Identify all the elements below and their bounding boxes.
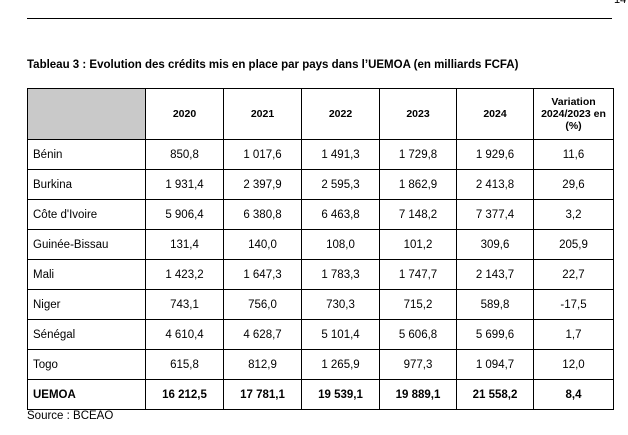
cell: 1 862,9	[379, 169, 457, 200]
cell: 140,0	[223, 229, 302, 260]
row-label: Guinée-Bissau	[27, 229, 146, 260]
row-label: Sénégal	[27, 319, 146, 350]
cell: 743,1	[145, 289, 224, 320]
cell: 1,7	[533, 319, 614, 350]
cell: 1 783,3	[301, 259, 380, 290]
cell: 5 101,4	[301, 319, 380, 350]
cell: 1 929,6	[456, 139, 534, 170]
row-label: Togo	[27, 349, 146, 380]
cell: 977,3	[379, 349, 457, 380]
cell: 1 017,6	[223, 139, 302, 170]
cell: 1 931,4	[145, 169, 224, 200]
cell: 589,8	[456, 289, 534, 320]
cell: 2 397,9	[223, 169, 302, 200]
data-row: Mali 1 423,2 1 647,3 1 783,3 1 747,7 2 143,7 2…	[27, 259, 614, 290]
cell: 131,4	[145, 229, 224, 260]
data-row: Bénin 850,8 1 017,6 1 491,3 1 729,8 1 929,6 11…	[27, 139, 614, 170]
cell: 2 413,8	[456, 169, 534, 200]
cell: 6 463,8	[301, 199, 380, 230]
cell: 19 539,1	[301, 379, 380, 410]
table-title: Tableau 3 : Evolution des crédits mis en…	[27, 59, 519, 71]
cell: 615,8	[145, 349, 224, 380]
row-label: Niger	[27, 289, 146, 320]
cell: 812,9	[223, 349, 302, 380]
data-row: Sénégal 4 610,4 4 628,7 5 101,4 5 606,8 5 699…	[27, 319, 614, 350]
data-row: Burkina 1 931,4 2 397,9 2 595,3 1 862,9 2 413…	[27, 169, 614, 200]
cell: 5 699,6	[456, 319, 534, 350]
row-label: UEMOA	[27, 379, 146, 410]
cell: 1 265,9	[301, 349, 380, 380]
cell: 11,6	[533, 139, 614, 170]
cell: 2 595,3	[301, 169, 380, 200]
cell: 6 380,8	[223, 199, 302, 230]
cell: 101,2	[379, 229, 457, 260]
cell: 7 377,4	[456, 199, 534, 230]
cell: 22,7	[533, 259, 614, 290]
cell: 309,6	[456, 229, 534, 260]
total-row: UEMOA 16 212,5 17 781,1 19 539,1 19 889,1 21 …	[27, 379, 614, 410]
cell: 1 729,8	[379, 139, 457, 170]
cell: 17 781,1	[223, 379, 302, 410]
cell: 16 212,5	[145, 379, 224, 410]
header-cell: Variation 2024/2023 en (%)	[533, 88, 614, 140]
cell: -17,5	[533, 289, 614, 320]
cell: 4 628,7	[223, 319, 302, 350]
cell: 3,2	[533, 199, 614, 230]
cell: 12,0	[533, 349, 614, 380]
header-cell: 2023	[379, 88, 457, 140]
cell: 1 491,3	[301, 139, 380, 170]
data-table: 2020 2021 2022 2023 2024 Variation 2024/2023 …	[27, 88, 614, 410]
cell: 1 094,7	[456, 349, 534, 380]
cell: 850,8	[145, 139, 224, 170]
cell: 8,4	[533, 379, 614, 410]
cell: 730,3	[301, 289, 380, 320]
data-row: Togo 615,8 812,9 1 265,9 977,3 1 094,7 12,0	[27, 349, 614, 380]
cell: 4 610,4	[145, 319, 224, 350]
cell: 2 143,7	[456, 259, 534, 290]
header-row: 2020 2021 2022 2023 2024 Variation 2024/2023 …	[27, 88, 614, 140]
cell: 756,0	[223, 289, 302, 320]
cell: 1 647,3	[223, 259, 302, 290]
cell: 7 148,2	[379, 199, 457, 230]
cell: 29,6	[533, 169, 614, 200]
data-row: Côte d'Ivoire 5 906,4 6 380,8 6 463,8 7 148,…	[27, 199, 614, 230]
cell: 715,2	[379, 289, 457, 320]
header-cell: 2024	[456, 88, 534, 140]
row-label: Mali	[27, 259, 146, 290]
source-note: Source : BCEAO	[27, 410, 114, 422]
cell: 1 423,2	[145, 259, 224, 290]
cell: 1 747,7	[379, 259, 457, 290]
cell: 108,0	[301, 229, 380, 260]
data-row: Niger 743,1 756,0 730,3 715,2 589,8 -17,5	[27, 289, 614, 320]
header-cell: 2022	[301, 88, 380, 140]
corner-cell	[27, 88, 146, 140]
header-rule	[27, 18, 612, 19]
header-cell: 2021	[223, 88, 302, 140]
cell: 5 606,8	[379, 319, 457, 350]
data-row: Guinée-Bissau 131,4 140,0 108,0 101,2 309,6 20…	[27, 229, 614, 260]
cell: 205,9	[533, 229, 614, 260]
cell: 19 889,1	[379, 379, 457, 410]
cell: 5 906,4	[145, 199, 224, 230]
page-number: 14	[614, 0, 627, 6]
header-cell: 2020	[145, 88, 224, 140]
row-label: Bénin	[27, 139, 146, 170]
cell: 21 558,2	[456, 379, 534, 410]
row-label: Côte d'Ivoire	[27, 199, 146, 230]
row-label: Burkina	[27, 169, 146, 200]
